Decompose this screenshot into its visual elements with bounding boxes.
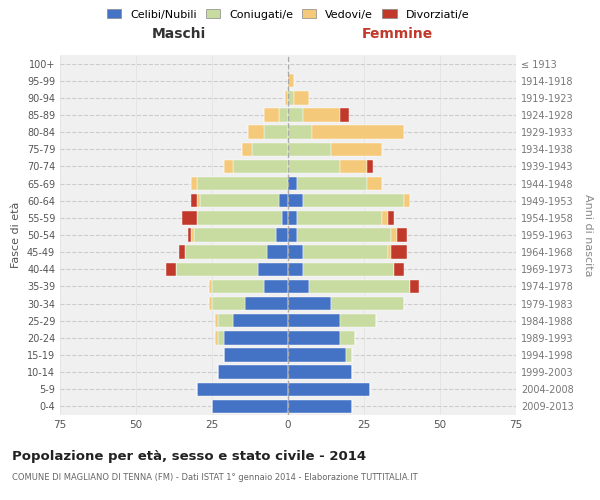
Bar [224,160,233,173]
Bar [251,142,288,156]
Bar [176,262,257,276]
Bar [297,177,367,190]
Bar [288,262,303,276]
Bar [218,331,224,344]
Bar [288,297,331,310]
Bar [179,246,185,259]
Bar [215,314,218,328]
Bar [288,331,340,344]
Bar [340,108,349,122]
Bar [197,382,288,396]
Bar [303,246,388,259]
Text: Maschi: Maschi [151,26,206,40]
Bar [218,366,288,379]
Bar [404,194,410,207]
Bar [212,297,245,310]
Bar [245,297,288,310]
Bar [200,194,279,207]
Bar [215,331,218,344]
Bar [388,211,394,224]
Bar [197,211,282,224]
Bar [279,194,288,207]
Bar [218,314,233,328]
Bar [331,142,382,156]
Bar [410,280,419,293]
Bar [288,382,370,396]
Bar [309,280,410,293]
Bar [346,348,352,362]
Bar [331,297,404,310]
Bar [288,126,313,139]
Text: COMUNE DI MAGLIANO DI TENNA (FM) - Dati ISTAT 1° gennaio 2014 - Elaborazione TUT: COMUNE DI MAGLIANO DI TENNA (FM) - Dati … [12,472,418,482]
Bar [191,194,197,207]
Bar [367,160,373,173]
Bar [297,228,391,241]
Bar [188,228,191,241]
Bar [288,194,303,207]
Bar [391,246,407,259]
Bar [288,348,346,362]
Bar [303,108,340,122]
Bar [288,74,294,88]
Bar [267,246,288,259]
Bar [285,91,288,104]
Bar [194,228,276,241]
Bar [257,262,288,276]
Bar [224,331,288,344]
Bar [288,160,340,173]
Bar [340,314,376,328]
Bar [288,108,303,122]
Bar [197,177,288,190]
Bar [282,211,288,224]
Legend: Celibi/Nubili, Coniugati/e, Vedovi/e, Divorziati/e: Celibi/Nubili, Coniugati/e, Vedovi/e, Di… [103,5,473,24]
Text: Popolazione per età, sesso e stato civile - 2014: Popolazione per età, sesso e stato civil… [12,450,366,463]
Bar [397,228,407,241]
Bar [276,228,288,241]
Bar [288,246,303,259]
Bar [288,91,294,104]
Bar [288,177,297,190]
Y-axis label: Fasce di età: Fasce di età [11,202,21,268]
Bar [288,280,309,293]
Bar [233,160,288,173]
Bar [191,177,197,190]
Bar [303,262,394,276]
Bar [367,177,382,190]
Bar [242,142,251,156]
Bar [182,211,197,224]
Bar [197,194,200,207]
Bar [382,211,388,224]
Bar [263,280,288,293]
Text: Femmine: Femmine [362,26,433,40]
Bar [248,126,263,139]
Bar [394,262,404,276]
Bar [391,228,397,241]
Bar [288,142,331,156]
Bar [224,348,288,362]
Bar [209,280,212,293]
Bar [263,108,279,122]
Bar [288,228,297,241]
Bar [288,211,297,224]
Bar [303,194,404,207]
Y-axis label: Anni di nascita: Anni di nascita [583,194,593,276]
Bar [279,108,288,122]
Bar [212,280,263,293]
Bar [288,366,352,379]
Bar [388,246,391,259]
Bar [288,314,340,328]
Bar [233,314,288,328]
Bar [212,400,288,413]
Bar [185,246,267,259]
Bar [288,400,352,413]
Bar [294,91,309,104]
Bar [191,228,194,241]
Bar [340,331,355,344]
Bar [297,211,382,224]
Bar [263,126,288,139]
Bar [313,126,404,139]
Bar [340,160,367,173]
Bar [166,262,176,276]
Bar [209,297,212,310]
